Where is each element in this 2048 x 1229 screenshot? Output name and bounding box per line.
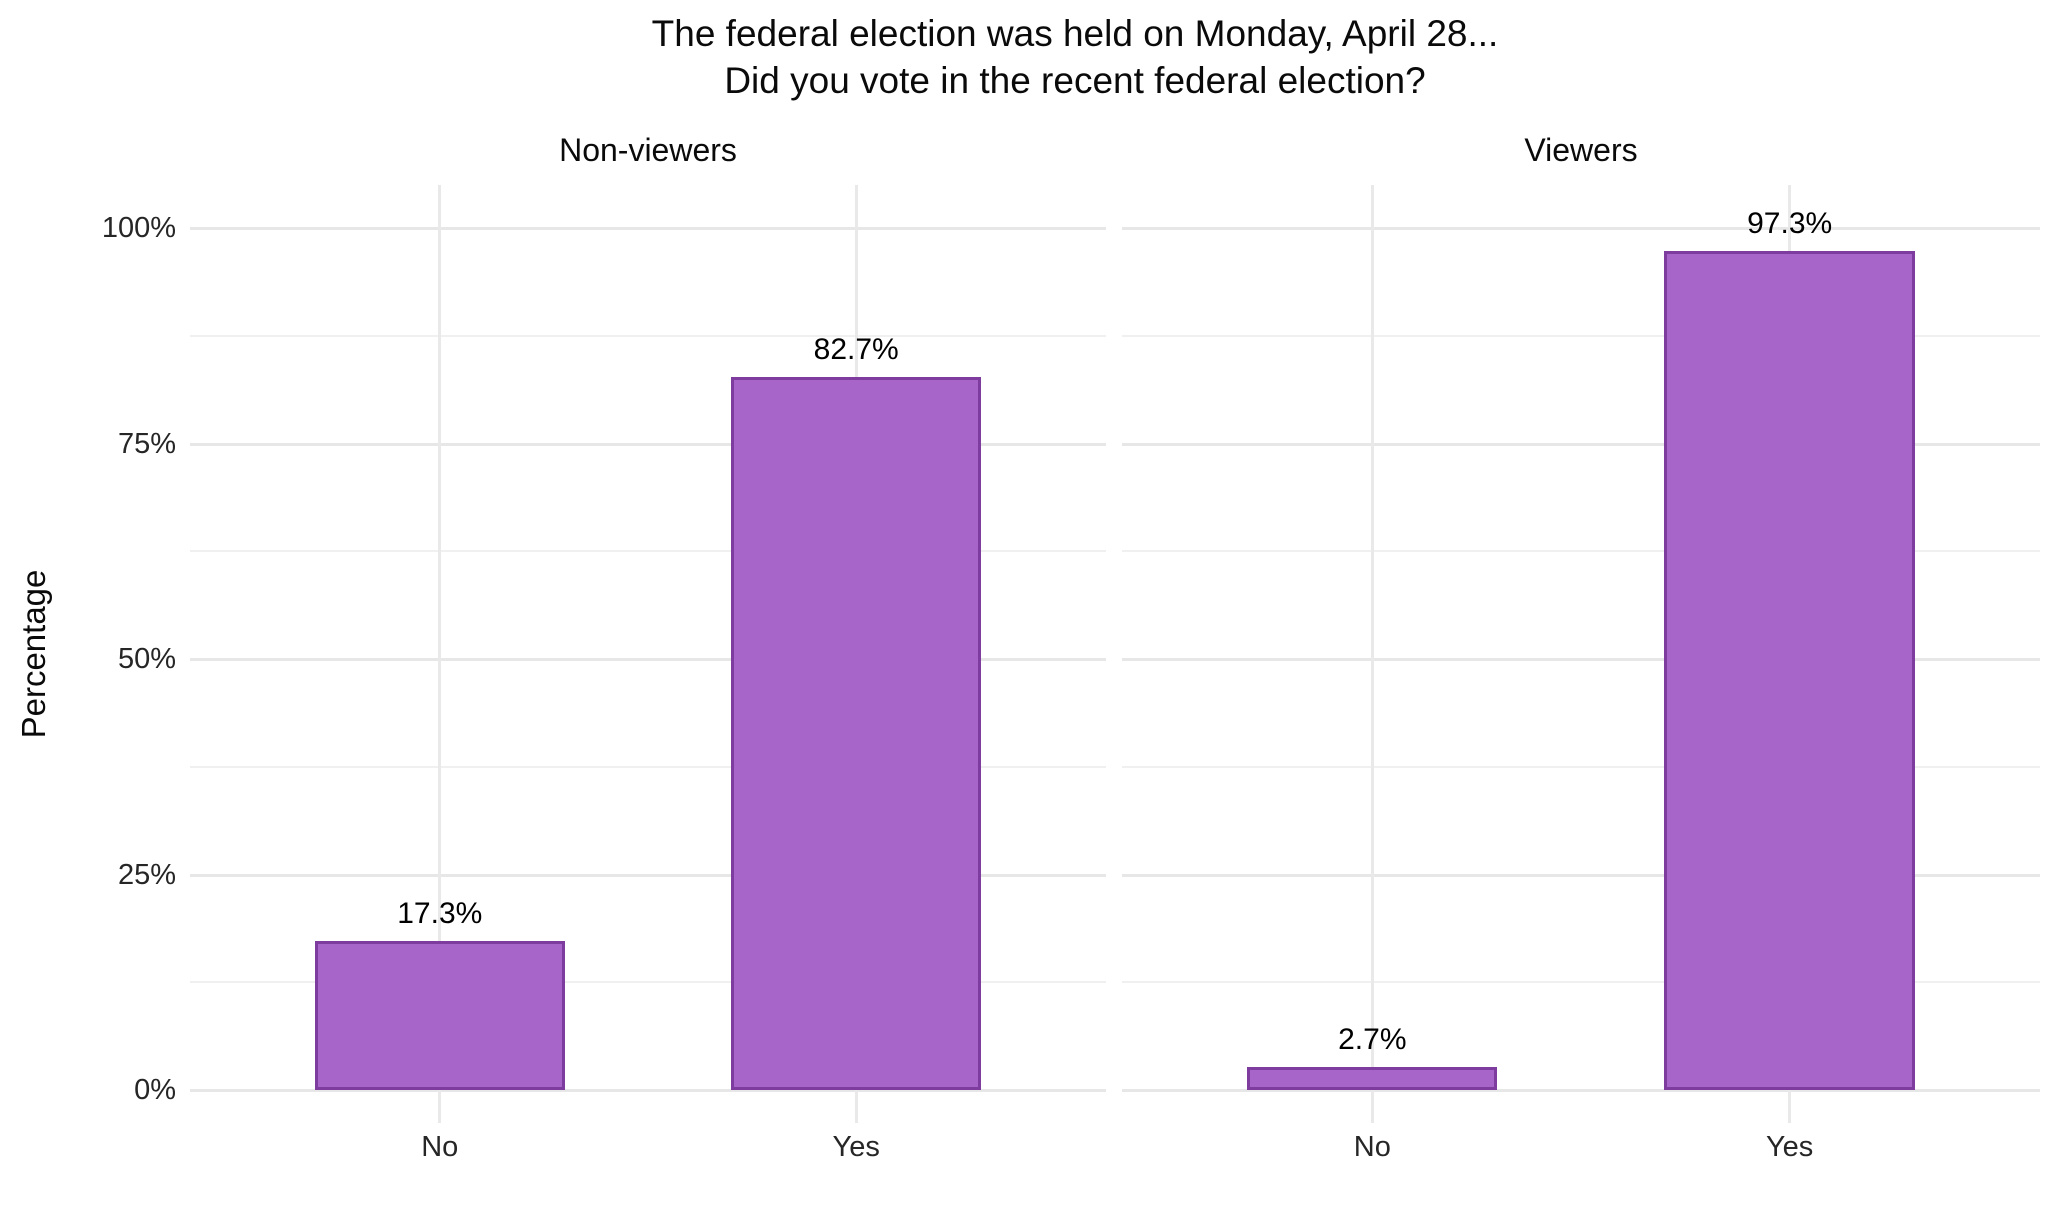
- gridline-major: [1122, 658, 2040, 662]
- bar-value-label: 17.3%: [397, 897, 483, 931]
- facet-panel-viewers: 2.7% 97.3%: [1122, 185, 2040, 1123]
- gridline-major: [1122, 873, 2040, 877]
- bar-non-viewers-yes: [731, 377, 982, 1091]
- bar-value-label: 82.7%: [813, 333, 899, 367]
- gridline-minor: [190, 334, 1106, 337]
- bar-value-label: 2.7%: [1338, 1022, 1407, 1056]
- gridline-x-no: [438, 185, 442, 1123]
- gridline-minor: [1122, 550, 2040, 553]
- x-tick-label-no: No: [1353, 1131, 1391, 1163]
- bar-viewers-no: [1247, 1066, 1498, 1091]
- gridline-x-no: [1370, 185, 1374, 1123]
- gridline-major: [1122, 227, 2040, 231]
- gridline-minor: [190, 550, 1106, 553]
- y-tick-label-50: 50%: [117, 643, 176, 676]
- x-tick-label-no: No: [421, 1131, 459, 1163]
- gridline-major: [190, 873, 1106, 877]
- gridline-major: [1122, 442, 2040, 446]
- bar-value-label: 97.3%: [1747, 207, 1833, 241]
- bar-non-viewers-no: [314, 941, 565, 1091]
- gridline-major: [1122, 1089, 2040, 1093]
- gridline-minor: [1122, 765, 2040, 768]
- gridline-minor: [190, 981, 1106, 984]
- x-tick-label-yes: Yes: [832, 1131, 880, 1163]
- gridline-minor: [1122, 981, 2040, 984]
- gridline-major: [190, 442, 1106, 446]
- facet-panel-non-viewers: 17.3% 82.7%: [190, 185, 1106, 1123]
- chart-title-line2: Did you vote in the recent federal elect…: [724, 60, 1426, 101]
- gridline-major: [190, 227, 1106, 231]
- facet-strip-viewers: Viewers: [1524, 132, 1638, 168]
- chart-title-line1: The federal election was held on Monday,…: [651, 13, 1499, 54]
- facet-strip-non-viewers: Non-viewers: [559, 132, 737, 168]
- y-tick-label-100: 100%: [101, 212, 176, 245]
- y-tick-label-0: 0%: [134, 1074, 176, 1107]
- gridline-minor: [190, 765, 1106, 768]
- chart-title: The federal election was held on Monday,…: [100, 10, 2048, 104]
- bar-viewers-yes: [1664, 251, 1915, 1091]
- y-tick-label-25: 25%: [117, 858, 176, 891]
- gridline-minor: [1122, 334, 2040, 337]
- gridline-major: [190, 1089, 1106, 1093]
- y-tick-label-75: 75%: [117, 427, 176, 460]
- gridline-major: [190, 658, 1106, 662]
- x-tick-label-yes: Yes: [1766, 1131, 1814, 1163]
